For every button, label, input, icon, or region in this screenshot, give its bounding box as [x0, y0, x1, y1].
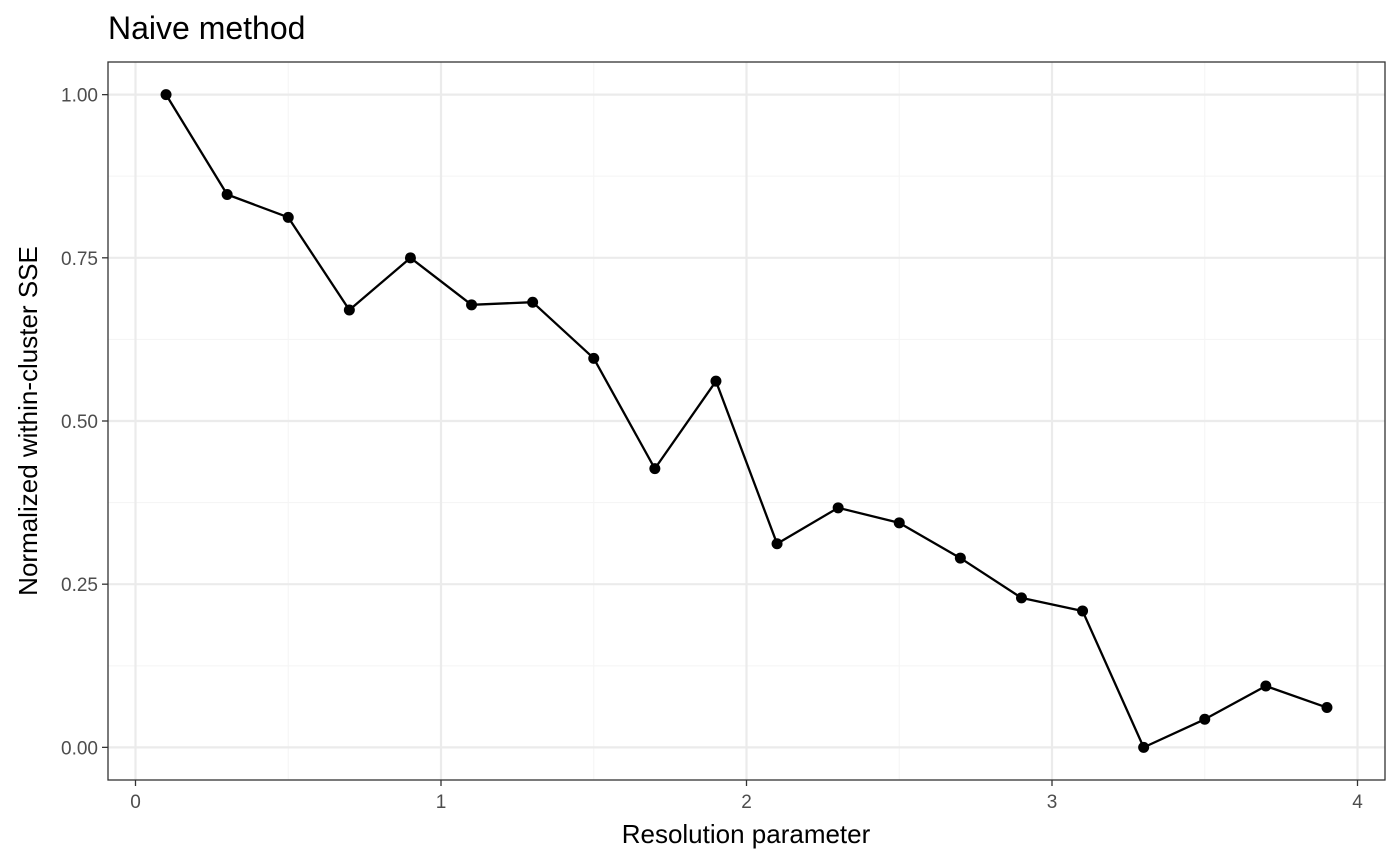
data-point	[893, 517, 905, 529]
data-point	[771, 538, 783, 550]
data-point	[466, 299, 478, 311]
data-series	[160, 89, 1333, 753]
data-point	[1199, 713, 1211, 725]
major-gridlines	[108, 62, 1385, 780]
chart-title: Naive method	[108, 10, 305, 46]
x-tick-label: 4	[1352, 792, 1363, 813]
y-axis-title: Normalized within-cluster SSE	[13, 246, 43, 596]
data-point	[282, 211, 294, 223]
x-tick-label: 3	[1047, 792, 1058, 813]
y-tick-label: 0.75	[61, 249, 98, 270]
data-point	[1077, 605, 1089, 617]
data-point	[1260, 680, 1272, 692]
data-point	[710, 375, 722, 387]
x-axis-title: Resolution parameter	[622, 819, 871, 849]
y-tick-label: 0.00	[61, 738, 98, 759]
y-tick-label: 0.50	[61, 412, 98, 433]
x-axis-ticks: 0 1 2 3 4	[130, 780, 1363, 813]
y-tick-label: 0.25	[61, 575, 98, 596]
data-point	[404, 252, 416, 264]
data-point	[1321, 702, 1333, 714]
x-tick-label: 0	[130, 792, 141, 813]
x-tick-label: 1	[436, 792, 447, 813]
data-point	[160, 89, 172, 101]
data-point	[1015, 592, 1027, 604]
data-point	[527, 296, 539, 308]
data-point	[588, 352, 600, 364]
x-tick-label: 2	[741, 792, 752, 813]
y-tick-label: 1.00	[61, 86, 98, 107]
data-point	[1138, 741, 1150, 753]
data-point	[343, 304, 355, 316]
data-point	[832, 502, 844, 514]
y-axis-ticks: 0.00 0.25 0.50 0.75 1.00	[61, 86, 108, 759]
data-point	[649, 463, 661, 475]
data-point	[221, 189, 233, 201]
series-line	[165, 94, 1328, 749]
data-point	[954, 552, 966, 564]
